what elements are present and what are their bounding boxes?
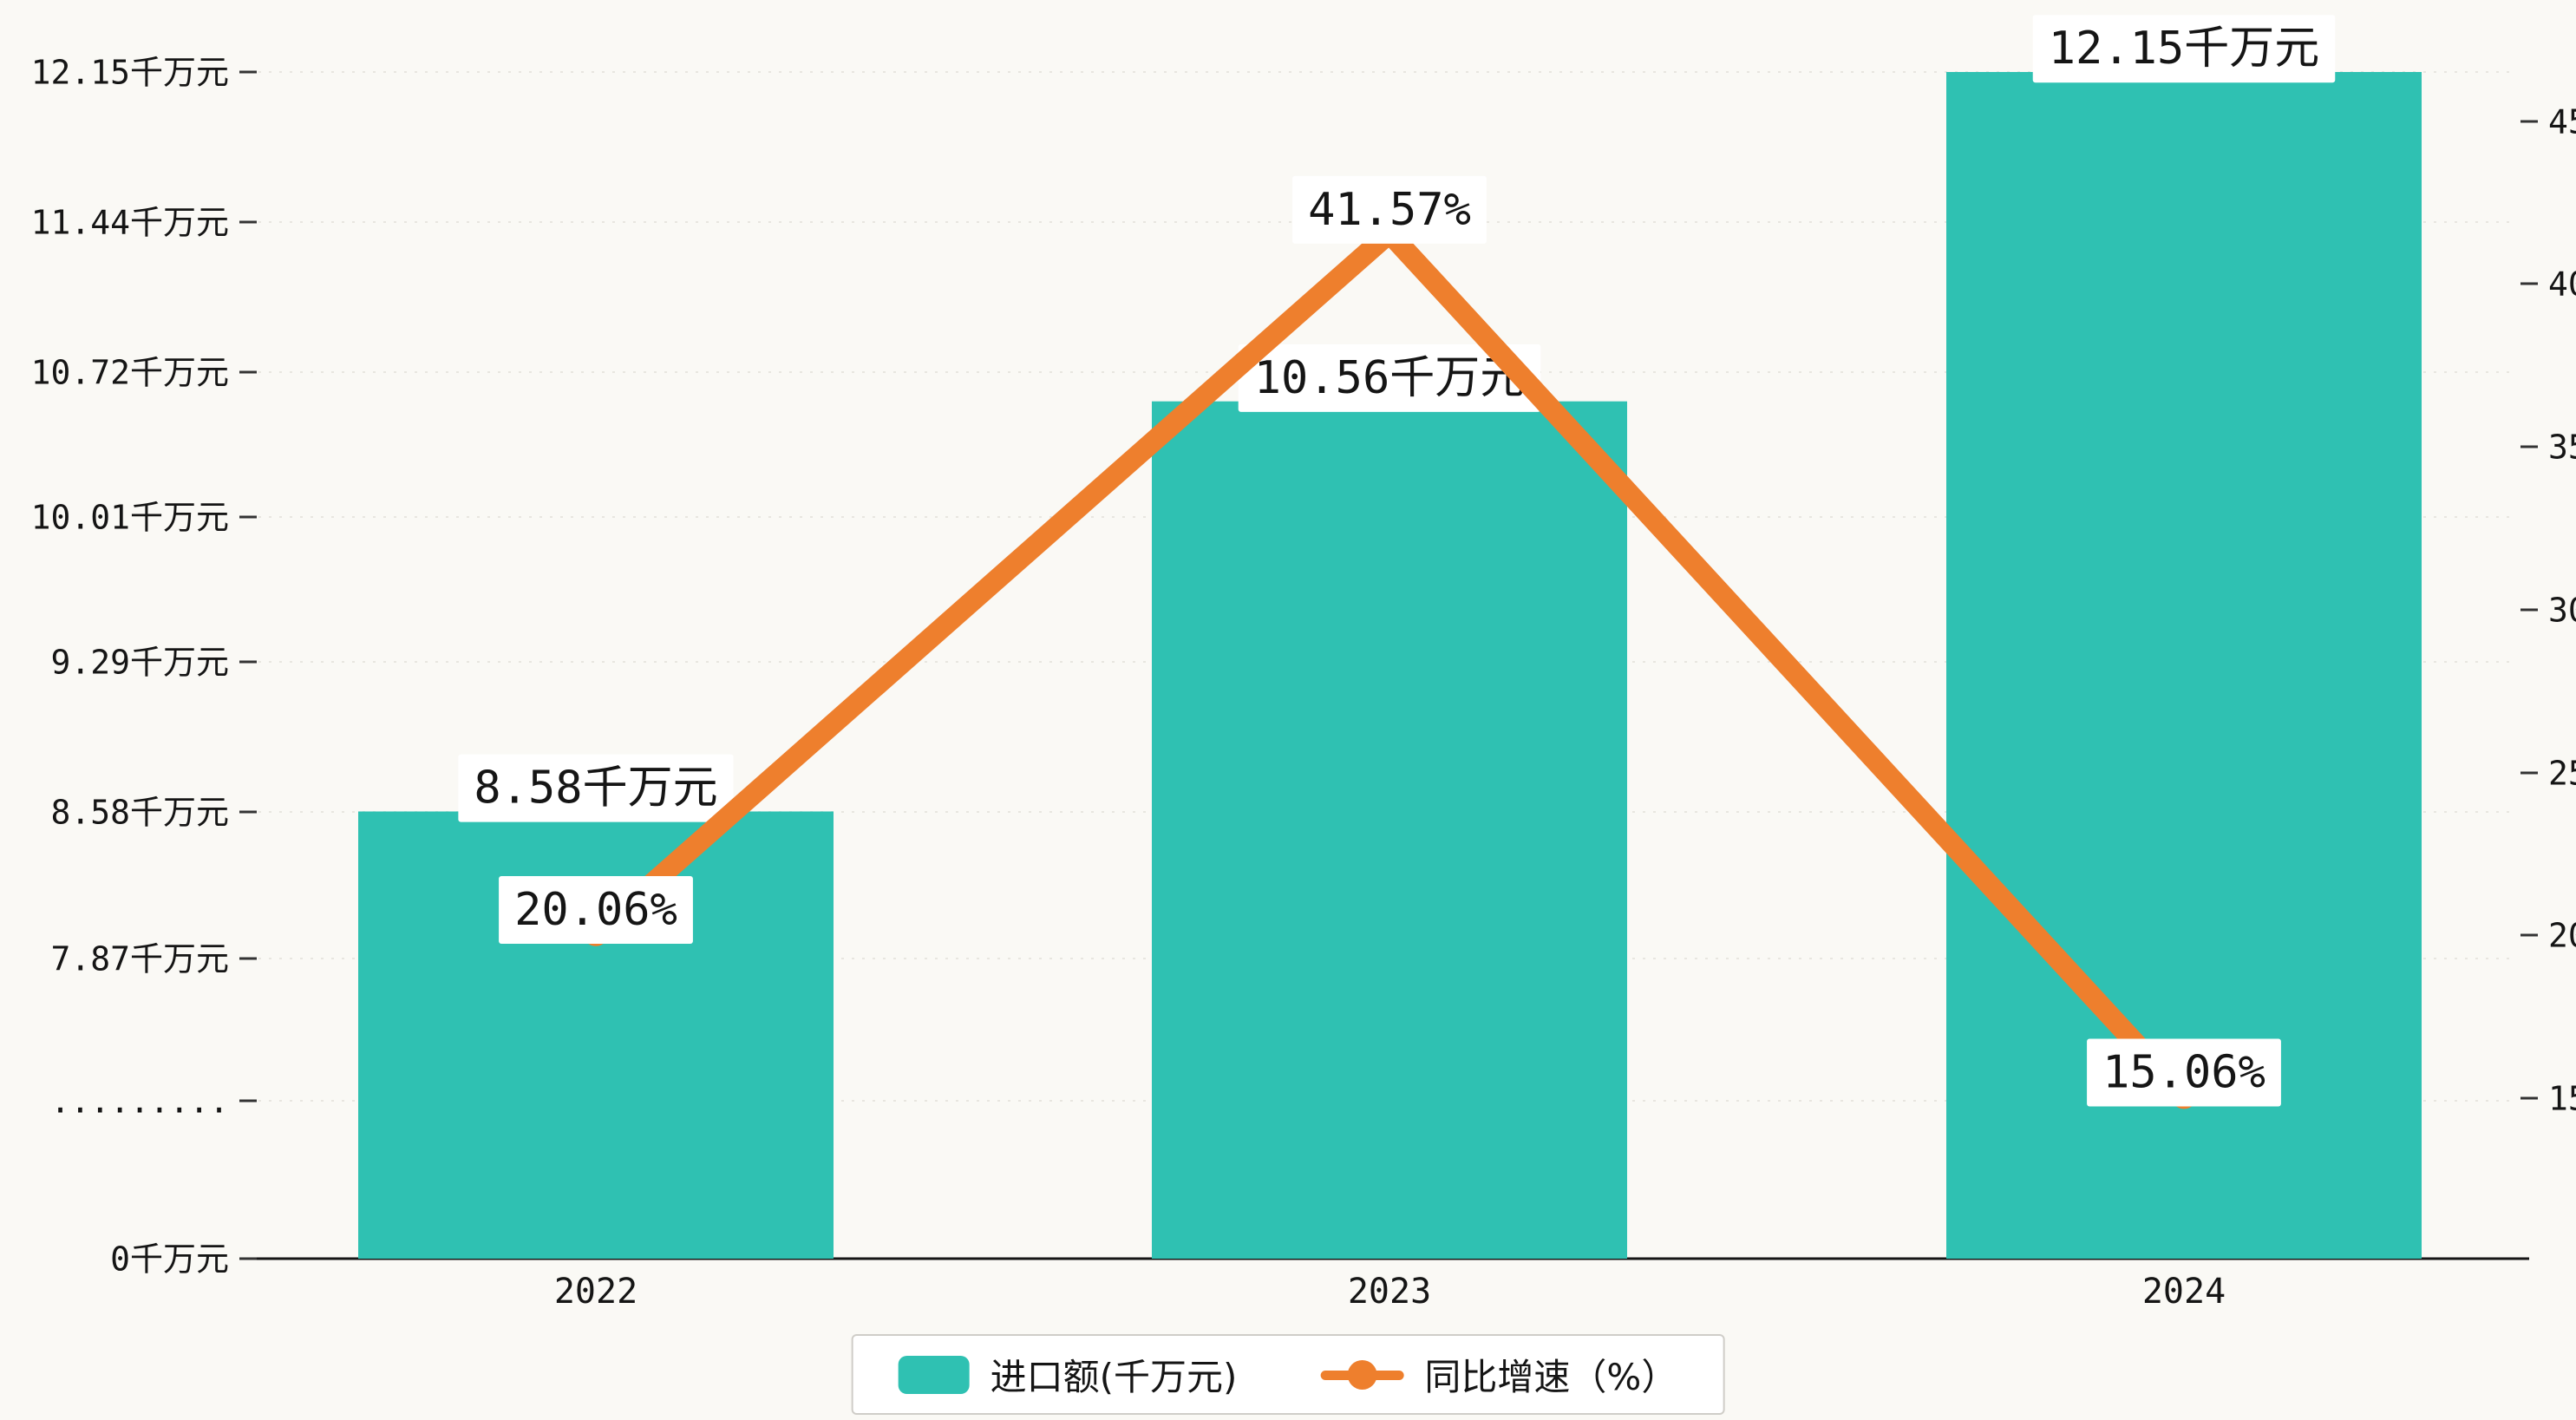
bar-value-label: 12.15千万元 xyxy=(2049,23,2320,75)
right-axis-tick-label: 20 xyxy=(2548,916,2576,954)
left-axis-tick-label: 7.87千万元 xyxy=(50,939,229,978)
bar-value-label-box xyxy=(1238,344,1541,412)
x-axis-category-label: 2022 xyxy=(554,1272,637,1312)
growth-value-label: 41.57% xyxy=(1308,184,1471,236)
legend-label: 同比增速（%） xyxy=(1424,1356,1678,1398)
x-axis-category-label: 2024 xyxy=(2142,1272,2226,1312)
legend-line-marker xyxy=(1320,1356,1404,1394)
legend-item-bar[interactable]: 进口额(千万元) xyxy=(898,1348,1238,1401)
growth-value-label: 20.06% xyxy=(514,884,677,936)
left-axis-tick-label: 0千万元 xyxy=(110,1240,229,1278)
legend-label: 进口额(千万元) xyxy=(990,1356,1238,1398)
legend-line-dot xyxy=(1347,1359,1377,1390)
left-axis-tick-label: 11.44千万元 xyxy=(31,203,229,241)
right-axis-tick-label: 45 xyxy=(2548,102,2576,141)
bar-value-label: 10.56千万元 xyxy=(1254,352,1526,404)
growth-value-label-box xyxy=(2087,1038,2281,1107)
bar-2023 xyxy=(1152,401,1627,1259)
growth-value-label: 15.06% xyxy=(2102,1047,2265,1099)
left-axis-tick-label: 12.15千万元 xyxy=(31,53,229,91)
right-axis-tick-label: 25 xyxy=(2548,754,2576,792)
growth-value-label-box xyxy=(499,875,693,944)
right-axis-tick-label: 30 xyxy=(2548,591,2576,629)
right-axis-tick-label: 35 xyxy=(2548,428,2576,466)
left-axis-tick-label: 10.72千万元 xyxy=(31,353,229,391)
left-axis-tick-label: 9.29千万元 xyxy=(50,643,229,681)
bar-value-label-box xyxy=(458,754,734,822)
right-axis-tick-label: 15 xyxy=(2548,1079,2576,1117)
bar-value-label: 8.58千万元 xyxy=(474,762,717,815)
chart-legend: 进口额(千万元) 同比增速（%） xyxy=(851,1334,1725,1415)
left-axis-tick-label: ......... xyxy=(50,1082,229,1120)
left-axis-tick-label: 10.01千万元 xyxy=(31,498,229,536)
bar-value-label-box xyxy=(2032,15,2336,83)
legend-bar-swatch xyxy=(898,1355,970,1394)
legend-item-line[interactable]: 同比增速（%） xyxy=(1320,1348,1677,1401)
growth-value-label-box xyxy=(1292,175,1487,244)
x-axis-category-label: 2023 xyxy=(1348,1272,1431,1312)
left-axis-tick-label: 8.58千万元 xyxy=(50,793,229,831)
right-axis-tick-label: 40 xyxy=(2548,265,2576,303)
